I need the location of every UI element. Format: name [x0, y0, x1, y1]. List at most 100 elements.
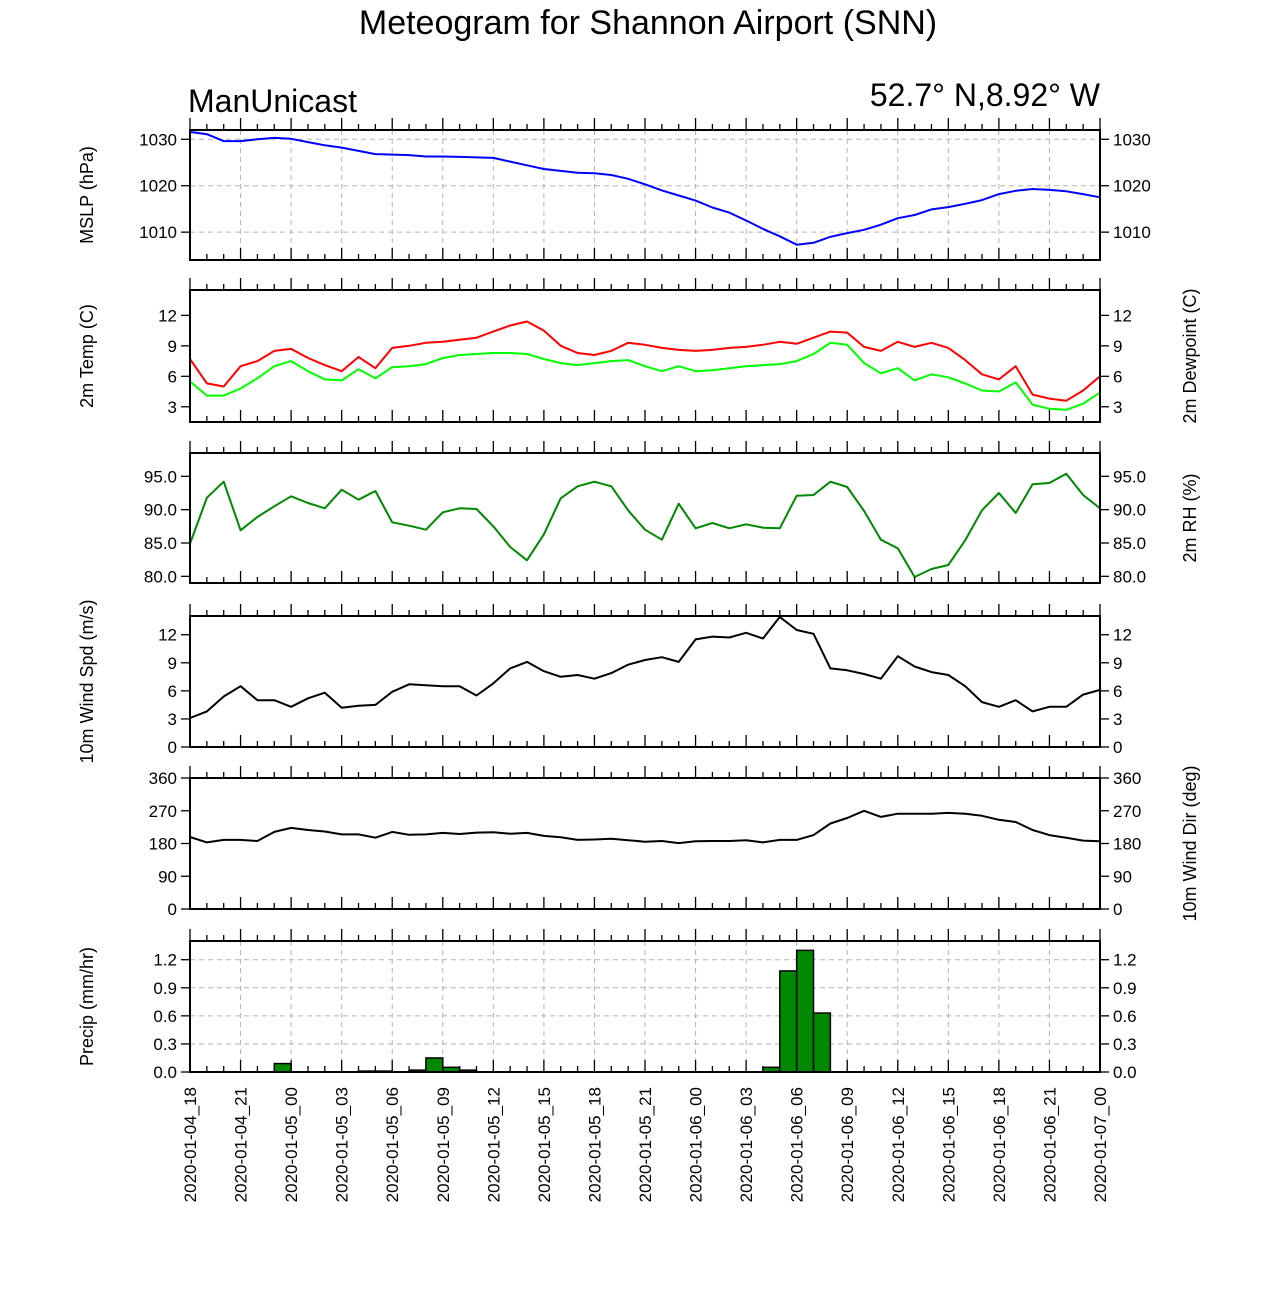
- y-tick-label-right: 9: [1113, 337, 1122, 356]
- y-tick-label-left: 0.3: [153, 1035, 177, 1054]
- series-line-rh-0: [189, 472, 1101, 578]
- y-tick-label-left: 270: [149, 802, 177, 821]
- x-tick-label: 2020-01-05_12: [484, 1087, 503, 1202]
- panel-frame: [189, 289, 1101, 423]
- x-tick-label: 2020-01-06_06: [788, 1087, 807, 1202]
- panel-wspd: 0 0 3 3 6 6 9 9 12 12 10m Wind Spd (m/s): [77, 599, 1132, 763]
- y-tick-label-right: 12: [1113, 306, 1132, 325]
- y-tick-label-right: 1030: [1113, 130, 1151, 149]
- series-line-mslp-0: [189, 130, 1101, 246]
- y-tick-label-right: 90.0: [1113, 501, 1146, 520]
- model-name: ManUnicast: [188, 83, 357, 119]
- y-axis-label-right: 10m Wind Dir (deg): [1180, 765, 1200, 921]
- precip-bar: [812, 1012, 832, 1073]
- x-tick-label: 2020-01-06_21: [1040, 1087, 1059, 1202]
- x-tick-label: 2020-01-06_03: [737, 1087, 756, 1202]
- x-tick-label: 2020-01-05_09: [434, 1087, 453, 1202]
- y-tick-label-left: 12: [158, 306, 177, 325]
- precip-bar: [795, 949, 815, 1073]
- x-tick-label: 2020-01-06_09: [838, 1087, 857, 1202]
- x-tick-label: 2020-01-05_06: [383, 1087, 402, 1202]
- y-tick-label-left: 9: [168, 337, 177, 356]
- y-tick-label-right: 360: [1113, 769, 1141, 788]
- y-tick-label-left: 9: [168, 654, 177, 673]
- x-tick-label: 2020-01-06_12: [889, 1087, 908, 1202]
- y-tick-label-left: 1010: [139, 223, 177, 242]
- y-tick-label-right: 6: [1113, 682, 1122, 701]
- y-tick-label-right: 3: [1113, 710, 1122, 729]
- y-tick-label-left: 6: [168, 367, 177, 386]
- y-tick-label-left: 6: [168, 682, 177, 701]
- y-tick-label-right: 0.3: [1113, 1035, 1137, 1054]
- panel-temp: 3 3 6 6 9 9 12 12 2m Temp (C) 2m Dewpoint (C): [77, 278, 1200, 424]
- time-axis-labels: 2020-01-04_18 2020-01-04_21 2020-01-05_00 2…: [181, 1087, 1110, 1202]
- y-tick-label-left: 0.0: [153, 1063, 177, 1082]
- x-tick-label: 2020-01-06_18: [990, 1087, 1009, 1202]
- y-axis-label-right: 2m Dewpoint (C): [1180, 288, 1200, 423]
- x-tick-label: 2020-01-07_00: [1091, 1087, 1110, 1202]
- y-tick-label-right: 0: [1113, 738, 1122, 757]
- panel-rh: 80.0 80.0 85.0 85.0 90.0 90.0 95.0 95.0 2m RH (%…: [144, 441, 1200, 586]
- series-line-temp-1: [189, 341, 1101, 411]
- y-axis-label-right: 2m RH (%): [1180, 474, 1200, 563]
- y-tick-label-left: 90: [158, 867, 177, 886]
- panel-mslp: 1010 1010 1020 1020 1030 1030 MSLP (hPa): [77, 118, 1151, 261]
- y-tick-label-left: 80.0: [144, 567, 177, 586]
- y-tick-label-right: 85.0: [1113, 534, 1146, 553]
- y-tick-label-left: 360: [149, 769, 177, 788]
- x-tick-label: 2020-01-05_21: [636, 1087, 655, 1202]
- panel-frame: [189, 777, 1101, 910]
- panel-frame: [189, 615, 1101, 748]
- y-tick-label-left: 1030: [139, 130, 177, 149]
- y-tick-label-left: 0.6: [153, 1007, 177, 1026]
- y-tick-label-right: 270: [1113, 802, 1141, 821]
- panel-wdir: 0 0 90 90 180 180 270 270 360 360 10m Wind Dir (de…: [149, 765, 1200, 921]
- y-tick-label-right: 0.6: [1113, 1007, 1137, 1026]
- y-tick-label-right: 3: [1113, 398, 1122, 417]
- panel-frame: [189, 452, 1101, 584]
- y-tick-label-left: 3: [168, 710, 177, 729]
- y-tick-label-left: 0.9: [153, 979, 177, 998]
- y-tick-label-left: 1.2: [153, 951, 177, 970]
- y-tick-label-left: 90.0: [144, 501, 177, 520]
- y-tick-label-right: 0.0: [1113, 1063, 1137, 1082]
- y-tick-label-right: 0.9: [1113, 979, 1137, 998]
- y-tick-label-right: 0: [1113, 900, 1122, 919]
- y-tick-label-right: 180: [1113, 835, 1141, 854]
- y-tick-label-right: 80.0: [1113, 567, 1146, 586]
- y-tick-label-right: 12: [1113, 626, 1132, 645]
- y-tick-label-right: 1010: [1113, 223, 1151, 242]
- x-tick-label: 2020-01-06_00: [687, 1087, 706, 1202]
- x-tick-label: 2020-01-06_15: [939, 1087, 958, 1202]
- precip-bar: [425, 1057, 444, 1073]
- x-tick-label: 2020-01-05_00: [282, 1087, 301, 1202]
- precip-bar: [273, 1062, 292, 1073]
- y-axis-label-left: 2m Temp (C): [77, 304, 97, 408]
- y-tick-label-left: 95.0: [144, 467, 177, 486]
- x-tick-label: 2020-01-04_18: [181, 1087, 200, 1202]
- y-tick-label-left: 0: [168, 738, 177, 757]
- precip-bar: [779, 970, 798, 1073]
- y-axis-label-left: 10m Wind Spd (m/s): [77, 599, 97, 763]
- y-tick-label-right: 6: [1113, 367, 1122, 386]
- y-tick-label-left: 12: [158, 626, 177, 645]
- y-tick-label-left: 0: [168, 900, 177, 919]
- y-tick-label-left: 180: [149, 835, 177, 854]
- y-tick-label-left: 85.0: [144, 534, 177, 553]
- x-tick-label: 2020-01-05_15: [535, 1087, 554, 1202]
- series-line-temp-0: [189, 320, 1101, 402]
- x-tick-label: 2020-01-05_18: [585, 1087, 604, 1202]
- y-tick-label-right: 1020: [1113, 177, 1151, 196]
- series-line-wspd-0: [189, 615, 1101, 719]
- y-tick-label-right: 95.0: [1113, 467, 1146, 486]
- y-axis-label-left: Precip (mm/hr): [77, 947, 97, 1066]
- x-tick-label: 2020-01-05_03: [333, 1087, 352, 1202]
- y-tick-label-right: 9: [1113, 654, 1122, 673]
- y-tick-label-right: 90: [1113, 867, 1132, 886]
- panels-group: 1010 1010 1020 1020 1030 1030 MSLP (hPa) 3 3 6 6 9 9…: [77, 118, 1200, 1082]
- panel-precip: 0.0 0.0 0.3 0.3 0.6 0.6 0.9 0.9 1.2 1.2 Precip (mm…: [77, 929, 1137, 1082]
- y-tick-label-right: 1.2: [1113, 951, 1137, 970]
- y-tick-label-left: 1020: [139, 177, 177, 196]
- y-axis-label-left: MSLP (hPa): [77, 146, 97, 244]
